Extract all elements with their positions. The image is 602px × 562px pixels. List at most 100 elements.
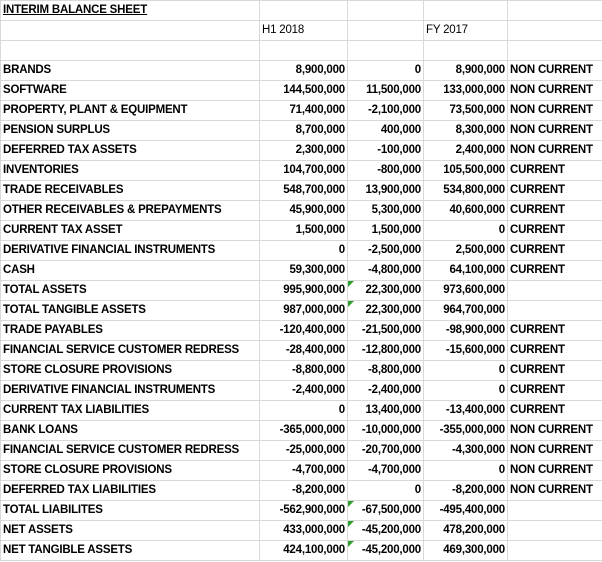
header-fy-2017[interactable]: FY 2017 [423,20,508,41]
fy-2017-value[interactable]: 0 [423,460,508,481]
fy-2017-value[interactable]: -495,400,000 [423,500,508,521]
h1-2018-value[interactable]: -28,400,000 [259,340,348,361]
row-label[interactable]: BRANDS [0,60,260,81]
change-value[interactable]: -2,400,000 [347,380,424,401]
cell[interactable] [0,40,260,61]
fy-2017-value[interactable]: -13,400,000 [423,400,508,421]
change-value[interactable]: 400,000 [347,120,424,141]
fy-2017-value[interactable]: 40,600,000 [423,200,508,221]
change-value[interactable]: -2,100,000 [347,100,424,121]
classification-label[interactable]: NON CURRENT [507,140,602,161]
classification-label[interactable]: CURRENT [507,360,602,381]
classification-label[interactable]: CURRENT [507,200,602,221]
fy-2017-value[interactable]: 8,900,000 [423,60,508,81]
classification-label[interactable]: CURRENT [507,160,602,181]
change-value[interactable]: 0 [347,480,424,501]
row-label[interactable]: OTHER RECEIVABLES & PREPAYMENTS [0,200,260,221]
fy-2017-value[interactable]: 8,300,000 [423,120,508,141]
row-label[interactable]: TOTAL LIABILITES [0,500,260,521]
h1-2018-value[interactable]: 995,900,000 [259,280,348,301]
classification-label[interactable]: CURRENT [507,180,602,201]
cell[interactable] [347,40,424,61]
classification-label[interactable]: CURRENT [507,320,602,341]
classification-label[interactable]: NON CURRENT [507,460,602,481]
row-label[interactable]: SOFTWARE [0,80,260,101]
change-value[interactable]: -20,700,000 [347,440,424,461]
h1-2018-value[interactable]: -365,000,000 [259,420,348,441]
classification-label[interactable]: NON CURRENT [507,120,602,141]
h1-2018-value[interactable]: 1,500,000 [259,220,348,241]
row-label[interactable]: TRADE RECEIVABLES [0,180,260,201]
cell[interactable] [507,20,602,41]
row-label[interactable]: DEFERRED TAX LIABILITIES [0,480,260,501]
fy-2017-value[interactable]: 0 [423,220,508,241]
row-label[interactable]: DERIVATIVE FINANCIAL INSTRUMENTS [0,240,260,261]
fy-2017-value[interactable]: 73,500,000 [423,100,508,121]
h1-2018-value[interactable]: 8,900,000 [259,60,348,81]
classification-label[interactable]: CURRENT [507,380,602,401]
row-label[interactable]: DEFERRED TAX ASSETS [0,140,260,161]
classification-label[interactable]: NON CURRENT [507,80,602,101]
row-label[interactable]: STORE CLOSURE PROVISIONS [0,460,260,481]
classification-label[interactable]: CURRENT [507,400,602,421]
change-value[interactable]: -800,000 [347,160,424,181]
cell[interactable] [259,40,348,61]
row-label[interactable]: CURRENT TAX LIABILITIES [0,400,260,421]
classification-label[interactable]: NON CURRENT [507,480,602,501]
cell[interactable] [423,0,508,21]
classification-label[interactable]: NON CURRENT [507,100,602,121]
h1-2018-value[interactable]: 45,900,000 [259,200,348,221]
row-label[interactable]: TRADE PAYABLES [0,320,260,341]
classification-label[interactable]: NON CURRENT [507,420,602,441]
fy-2017-value[interactable]: 0 [423,380,508,401]
classification-label[interactable] [507,300,602,321]
fy-2017-value[interactable]: 534,800,000 [423,180,508,201]
change-value[interactable]: 22,300,000 [347,300,424,321]
fy-2017-value[interactable]: -15,600,000 [423,340,508,361]
change-value[interactable]: -2,500,000 [347,240,424,261]
change-value[interactable]: 5,300,000 [347,200,424,221]
h1-2018-value[interactable]: -562,900,000 [259,500,348,521]
change-value[interactable]: 0 [347,60,424,81]
fy-2017-value[interactable]: 64,100,000 [423,260,508,281]
classification-label[interactable]: NON CURRENT [507,60,602,81]
row-label[interactable]: BANK LOANS [0,420,260,441]
fy-2017-value[interactable]: -8,200,000 [423,480,508,501]
h1-2018-value[interactable]: 59,300,000 [259,260,348,281]
fy-2017-value[interactable]: 133,000,000 [423,80,508,101]
h1-2018-value[interactable]: 2,300,000 [259,140,348,161]
change-value[interactable]: 13,400,000 [347,400,424,421]
row-label[interactable]: FINANCIAL SERVICE CUSTOMER REDRESS [0,440,260,461]
change-value[interactable]: 1,500,000 [347,220,424,241]
h1-2018-value[interactable]: -4,700,000 [259,460,348,481]
row-label[interactable]: DERIVATIVE FINANCIAL INSTRUMENTS [0,380,260,401]
change-value[interactable]: -8,800,000 [347,360,424,381]
change-value[interactable]: -4,800,000 [347,260,424,281]
change-value[interactable]: -45,200,000 [347,540,424,561]
fy-2017-value[interactable]: 0 [423,360,508,381]
classification-label[interactable]: CURRENT [507,260,602,281]
h1-2018-value[interactable]: 0 [259,400,348,421]
h1-2018-value[interactable]: -8,800,000 [259,360,348,381]
h1-2018-value[interactable]: -25,000,000 [259,440,348,461]
change-value[interactable]: -21,500,000 [347,320,424,341]
row-label[interactable]: PENSION SURPLUS [0,120,260,141]
cell[interactable] [259,0,348,21]
change-value[interactable]: -10,000,000 [347,420,424,441]
h1-2018-value[interactable]: -120,400,000 [259,320,348,341]
cell[interactable] [423,40,508,61]
fy-2017-value[interactable]: 105,500,000 [423,160,508,181]
h1-2018-value[interactable]: 104,700,000 [259,160,348,181]
fy-2017-value[interactable]: -355,000,000 [423,420,508,441]
change-value[interactable]: -12,800,000 [347,340,424,361]
row-label[interactable]: TOTAL TANGIBLE ASSETS [0,300,260,321]
cell[interactable] [347,20,424,41]
row-label[interactable]: CURRENT TAX ASSET [0,220,260,241]
fy-2017-value[interactable]: 469,300,000 [423,540,508,561]
classification-label[interactable] [507,520,602,541]
classification-label[interactable] [507,280,602,301]
row-label[interactable]: STORE CLOSURE PROVISIONS [0,360,260,381]
h1-2018-value[interactable]: 8,700,000 [259,120,348,141]
fy-2017-value[interactable]: -98,900,000 [423,320,508,341]
h1-2018-value[interactable]: 144,500,000 [259,80,348,101]
